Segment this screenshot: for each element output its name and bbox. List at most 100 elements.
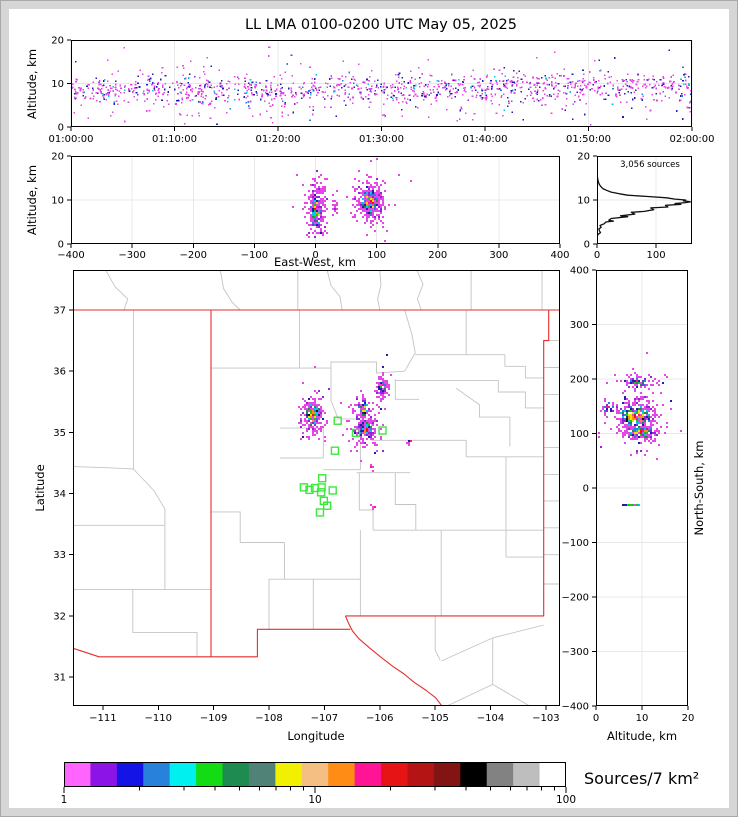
latitude-tick-label: 37 bbox=[53, 306, 66, 317]
north-south-tick-label: −400 bbox=[562, 702, 589, 713]
east-west-tick-label: 300 bbox=[489, 250, 508, 261]
station-square-marker bbox=[333, 416, 342, 425]
north-south-tick-label: −300 bbox=[562, 647, 589, 658]
longitude-tick-label: −105 bbox=[421, 713, 448, 724]
colorbar-segment bbox=[64, 762, 91, 787]
altitude-tick-label: 20 bbox=[682, 713, 695, 724]
east-west-tick-label: 200 bbox=[428, 250, 447, 261]
station-square-marker bbox=[299, 483, 309, 492]
time-height-points bbox=[71, 46, 692, 126]
station-square-marker bbox=[330, 446, 340, 455]
north-south-points bbox=[598, 352, 682, 506]
colorbar-segment bbox=[486, 762, 514, 787]
latitude-tick-label: 34 bbox=[53, 489, 66, 500]
east-west-tick-label: 400 bbox=[550, 250, 569, 261]
longitude-tick-label: −111 bbox=[89, 713, 116, 724]
colorbar-tick-label: 10 bbox=[308, 794, 321, 806]
histogram-sources-annotation: 3,056 sources bbox=[620, 160, 680, 170]
colorbar-segment bbox=[196, 762, 224, 787]
map-xlabel: Longitude bbox=[287, 729, 344, 743]
altitude-tick-label: 0 bbox=[58, 240, 64, 251]
colorbar-segment bbox=[381, 762, 408, 787]
east-west-tick-label: 100 bbox=[367, 250, 386, 261]
time-tick-label: 01:30:00 bbox=[359, 134, 404, 145]
altitude-tick-label: 20 bbox=[51, 152, 64, 163]
north-south-tick-label: 400 bbox=[570, 266, 589, 277]
colorbar-segment bbox=[513, 762, 541, 787]
colorbar-segment bbox=[116, 762, 144, 787]
lma-station-markers bbox=[299, 416, 387, 517]
altitude-tick-label: 20 bbox=[51, 36, 64, 47]
altitude-tick-label: 10 bbox=[51, 196, 64, 207]
altitude-tick-label: 10 bbox=[577, 196, 590, 207]
colorbar-segment bbox=[90, 762, 118, 787]
latitude-tick-label: 35 bbox=[53, 428, 66, 439]
colorbar-segment bbox=[222, 762, 250, 787]
east-west-tick-label: −200 bbox=[180, 250, 207, 261]
rendered-panels: 01:00:00 01:10:00 01:20:00 01:30:00 01:40:00… bbox=[49, 36, 715, 807]
time-tick-label: 01:20:00 bbox=[256, 134, 301, 145]
colorbar: 1 10 100 bbox=[61, 762, 576, 806]
north-south-tick-label: −100 bbox=[562, 538, 589, 549]
east-west-xlabel: East-West, km bbox=[274, 255, 356, 269]
colorbar-segment bbox=[169, 762, 197, 787]
north-south-tick-label: 100 bbox=[570, 429, 589, 440]
altitude-histogram-curve bbox=[597, 173, 691, 237]
latitude-tick-label: 36 bbox=[53, 367, 66, 378]
longitude-tick-label: −108 bbox=[255, 713, 282, 724]
north-south-tick-label: 200 bbox=[570, 375, 589, 386]
altitude-tick-label: 20 bbox=[577, 152, 590, 163]
altitude-tick-label: 0 bbox=[584, 240, 590, 251]
east-west-tick-label: −300 bbox=[118, 250, 145, 261]
north-south-ylabel: North-South, km bbox=[692, 441, 706, 536]
station-square-marker bbox=[316, 488, 326, 497]
colorbar-segment bbox=[248, 762, 276, 787]
station-square-marker bbox=[328, 486, 337, 495]
count-tick-label: 0 bbox=[594, 250, 600, 261]
time-tick-label: 01:40:00 bbox=[463, 134, 508, 145]
station-square-marker bbox=[315, 508, 325, 517]
altitude-tick-label: 0 bbox=[58, 123, 64, 134]
latitude-tick-label: 33 bbox=[53, 550, 66, 561]
colorbar-tick-label: 100 bbox=[556, 794, 576, 806]
colorbar-tick-label: 1 bbox=[61, 794, 68, 806]
count-tick-label: 100 bbox=[647, 250, 666, 261]
map-ylabel: Latitude bbox=[33, 464, 47, 511]
station-square-marker bbox=[317, 474, 327, 483]
north-south-tick-label: −200 bbox=[562, 593, 589, 604]
north-south-xlabel: Altitude, km bbox=[607, 729, 677, 743]
north-south-tick-label: 0 bbox=[583, 484, 589, 495]
colorbar-segment bbox=[328, 762, 356, 787]
colorbar-segment bbox=[460, 762, 488, 787]
time-tick-label: 01:00:00 bbox=[49, 134, 94, 145]
altitude-tick-label: 10 bbox=[636, 713, 649, 724]
time-tick-label: 02:00:00 bbox=[670, 134, 715, 145]
altitude-tick-label: 10 bbox=[51, 79, 64, 90]
station-square-marker bbox=[351, 428, 361, 438]
colorbar-segment bbox=[433, 762, 461, 787]
map-county-lines bbox=[73, 270, 560, 706]
time-height-ylabel: Altitude, km bbox=[25, 49, 39, 119]
colorbar-segment bbox=[407, 762, 435, 787]
east-west-ylabel: Altitude, km bbox=[25, 165, 39, 235]
longitude-tick-label: −107 bbox=[311, 713, 338, 724]
time-tick-label: 01:50:00 bbox=[566, 134, 611, 145]
east-west-points bbox=[292, 158, 412, 242]
east-west-tick-label: 0 bbox=[312, 250, 318, 261]
north-south-tick-label: 300 bbox=[570, 320, 589, 331]
station-square-marker bbox=[322, 501, 332, 510]
longitude-tick-label: −104 bbox=[477, 713, 504, 724]
east-west-tick-label: −400 bbox=[57, 250, 84, 261]
colorbar-label: Sources/7 km² bbox=[584, 769, 699, 788]
colorbar-segment bbox=[275, 762, 303, 787]
latitude-tick-label: 32 bbox=[53, 611, 66, 622]
time-tick-label: 01:10:00 bbox=[152, 134, 197, 145]
latitude-tick-label: 31 bbox=[53, 673, 66, 684]
altitude-tick-label: 0 bbox=[593, 713, 599, 724]
station-square-marker bbox=[305, 485, 314, 495]
station-square-marker bbox=[378, 426, 387, 435]
station-square-marker bbox=[317, 483, 326, 492]
east-west-tick-label: −100 bbox=[241, 250, 268, 261]
